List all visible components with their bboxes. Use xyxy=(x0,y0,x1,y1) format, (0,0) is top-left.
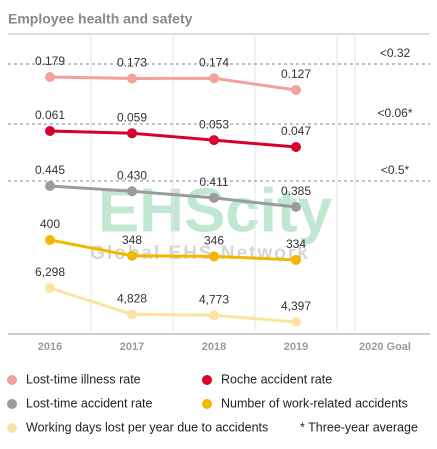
point xyxy=(209,310,219,321)
point xyxy=(291,255,301,265)
point xyxy=(127,128,137,139)
data-label: 0.445 xyxy=(35,163,65,177)
series-line xyxy=(49,286,297,324)
point xyxy=(209,192,219,203)
legend-label: Lost-time accident rate xyxy=(26,396,152,410)
data-label: 0.127 xyxy=(281,67,311,81)
legend-label: Number of work-related accidents xyxy=(221,396,408,410)
data-label: 0.179 xyxy=(35,54,65,68)
data-label: 334 xyxy=(286,237,306,251)
data-label: 0.430 xyxy=(117,168,147,182)
point xyxy=(209,251,219,262)
legend-label: Working days lost per year due to accide… xyxy=(26,420,268,434)
point xyxy=(127,250,137,261)
x-tick-label: 2017 xyxy=(120,341,144,353)
x-tick-label: 2016 xyxy=(38,341,62,353)
chart-title: Employee health and safety xyxy=(8,11,193,27)
point xyxy=(45,126,55,136)
x-tick-label: 2018 xyxy=(202,341,226,353)
data-label: 0.059 xyxy=(117,110,147,124)
data-label: 0.061 xyxy=(35,108,65,122)
point xyxy=(45,283,55,293)
point xyxy=(45,235,55,245)
series-line xyxy=(49,129,297,149)
data-label: 0.174 xyxy=(199,55,229,69)
series-line xyxy=(49,238,297,262)
data-label: 4,828 xyxy=(117,291,147,305)
data-label: 400 xyxy=(40,217,60,231)
goal-label: <0.32 xyxy=(380,46,411,60)
goal-header: 2020 Goal xyxy=(359,341,411,353)
point xyxy=(209,135,219,146)
point xyxy=(45,72,55,82)
data-label: 0.411 xyxy=(199,175,228,189)
point xyxy=(291,142,301,152)
series-line xyxy=(49,75,297,92)
legend-marker xyxy=(7,399,17,409)
point xyxy=(127,186,137,197)
data-label: 0.173 xyxy=(117,56,147,70)
point xyxy=(291,202,301,212)
note: * Three-year average xyxy=(300,420,418,434)
data-label: 346 xyxy=(204,234,224,248)
data-label: 4,773 xyxy=(199,292,229,306)
x-tick-label: 2019 xyxy=(284,341,308,353)
point xyxy=(291,317,301,327)
data-label: 0.053 xyxy=(199,117,229,131)
data-label: 6,298 xyxy=(35,265,65,279)
legend-marker xyxy=(7,375,17,385)
data-label: 0.385 xyxy=(281,184,311,198)
point xyxy=(291,85,301,95)
point xyxy=(127,73,137,84)
goal-label: <0.5* xyxy=(381,163,410,177)
point xyxy=(209,73,219,84)
legend-marker xyxy=(7,423,17,433)
legend-label: Lost-time illness rate xyxy=(26,372,141,386)
legend-label: Roche accident rate xyxy=(221,372,332,386)
data-label: 0.047 xyxy=(281,124,311,138)
point xyxy=(127,309,137,320)
point xyxy=(45,181,55,191)
goal-label: <0.06* xyxy=(377,106,412,120)
data-label: 4,397 xyxy=(281,299,311,313)
legend-marker xyxy=(202,375,212,385)
series-line xyxy=(49,184,297,209)
data-label: 348 xyxy=(122,233,142,247)
legend-marker xyxy=(202,399,212,409)
